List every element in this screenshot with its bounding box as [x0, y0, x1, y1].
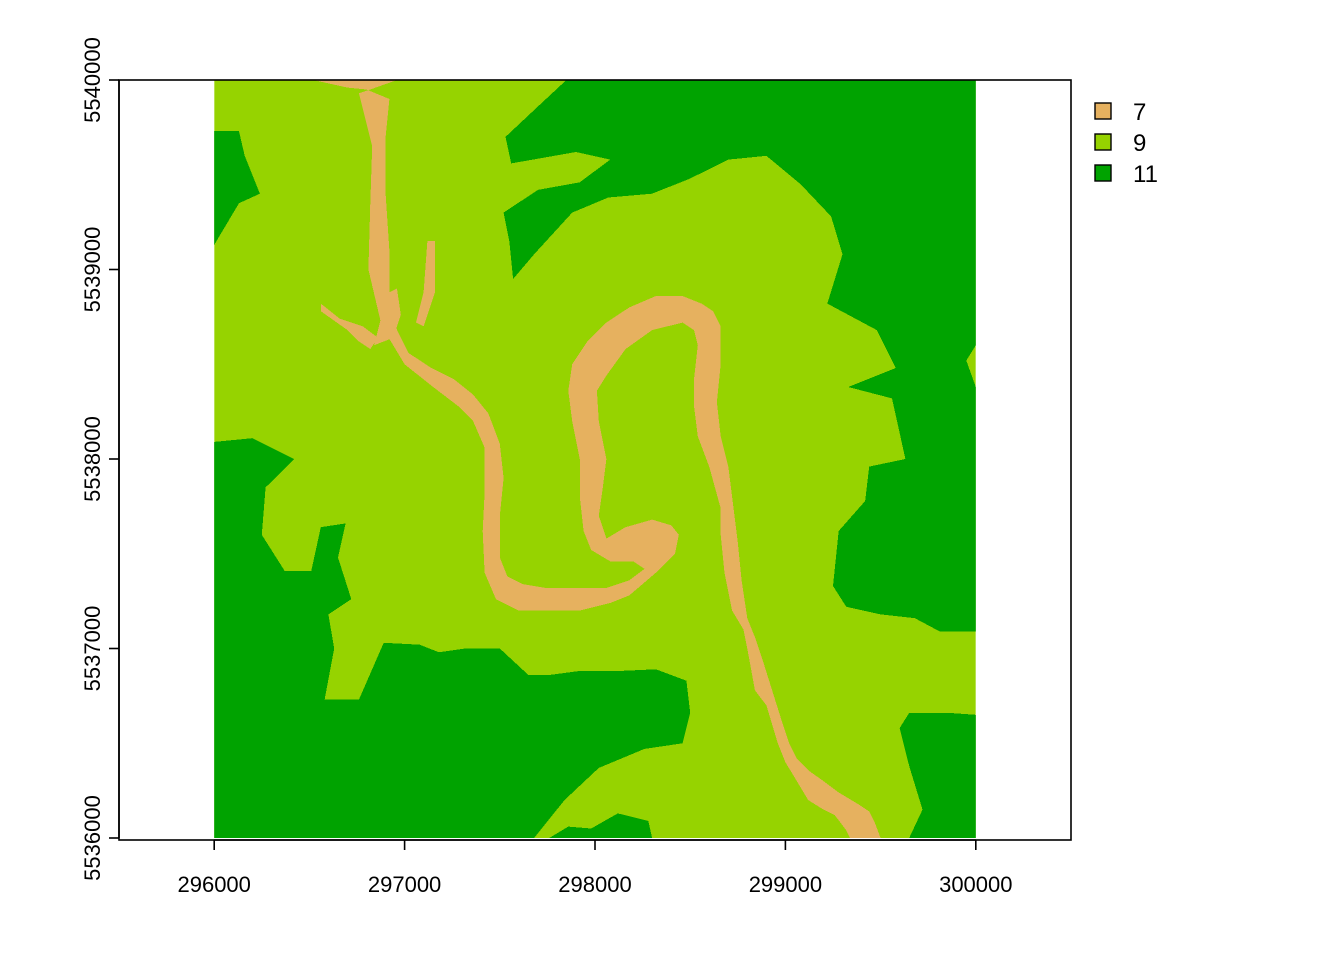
zone-left-upper-dark [214, 131, 260, 245]
legend-swatch [1094, 133, 1112, 151]
x-tick-label: 299000 [749, 872, 822, 897]
y-tick-label: 5540000 [80, 37, 105, 123]
zone-right-lower-dark [899, 712, 976, 838]
x-tick-label: 296000 [177, 872, 250, 897]
x-tick-label: 297000 [368, 872, 441, 897]
zone-top-right-dark [503, 80, 976, 632]
zone-river-spur-west [320, 303, 378, 350]
y-tick-label: 5538000 [80, 416, 105, 502]
zone-river-spur-north [374, 288, 401, 346]
zone-river-west-trunk [313, 80, 881, 838]
legend-label: 11 [1133, 161, 1158, 188]
legend-label: 9 [1133, 130, 1146, 157]
x-tick-label: 298000 [558, 872, 631, 897]
raster-map [214, 80, 976, 838]
y-tick-label: 5537000 [80, 606, 105, 692]
legend-label: 7 [1133, 99, 1146, 126]
zone-river-spur-east [416, 241, 436, 327]
legend: 7 9 11 [1094, 99, 1158, 188]
y-tick-label: 5539000 [80, 227, 105, 313]
legend-swatch [1094, 102, 1112, 120]
zone-left-lower-dark [214, 438, 691, 838]
x-axis: 296000 297000 298000 299000 300000 [177, 839, 1013, 897]
zone-bottom-center-dark [549, 813, 653, 838]
legend-swatch [1094, 164, 1112, 182]
x-tick-label: 300000 [939, 872, 1012, 897]
y-tick-label: 5536000 [80, 795, 105, 881]
y-axis: 5536000 5537000 5538000 5539000 5540000 [80, 37, 120, 881]
